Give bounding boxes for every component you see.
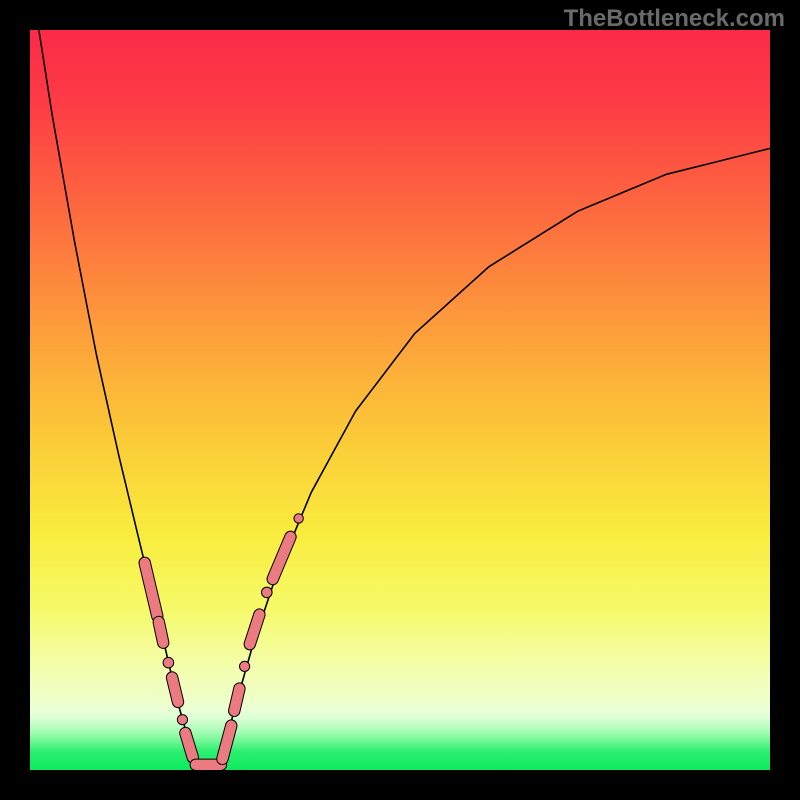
watermark-text: TheBottleneck.com: [564, 5, 785, 33]
gradient-background: [30, 30, 770, 770]
chart-stage: TheBottleneck.com: [0, 0, 800, 800]
bottleneck-chart: [0, 0, 800, 800]
